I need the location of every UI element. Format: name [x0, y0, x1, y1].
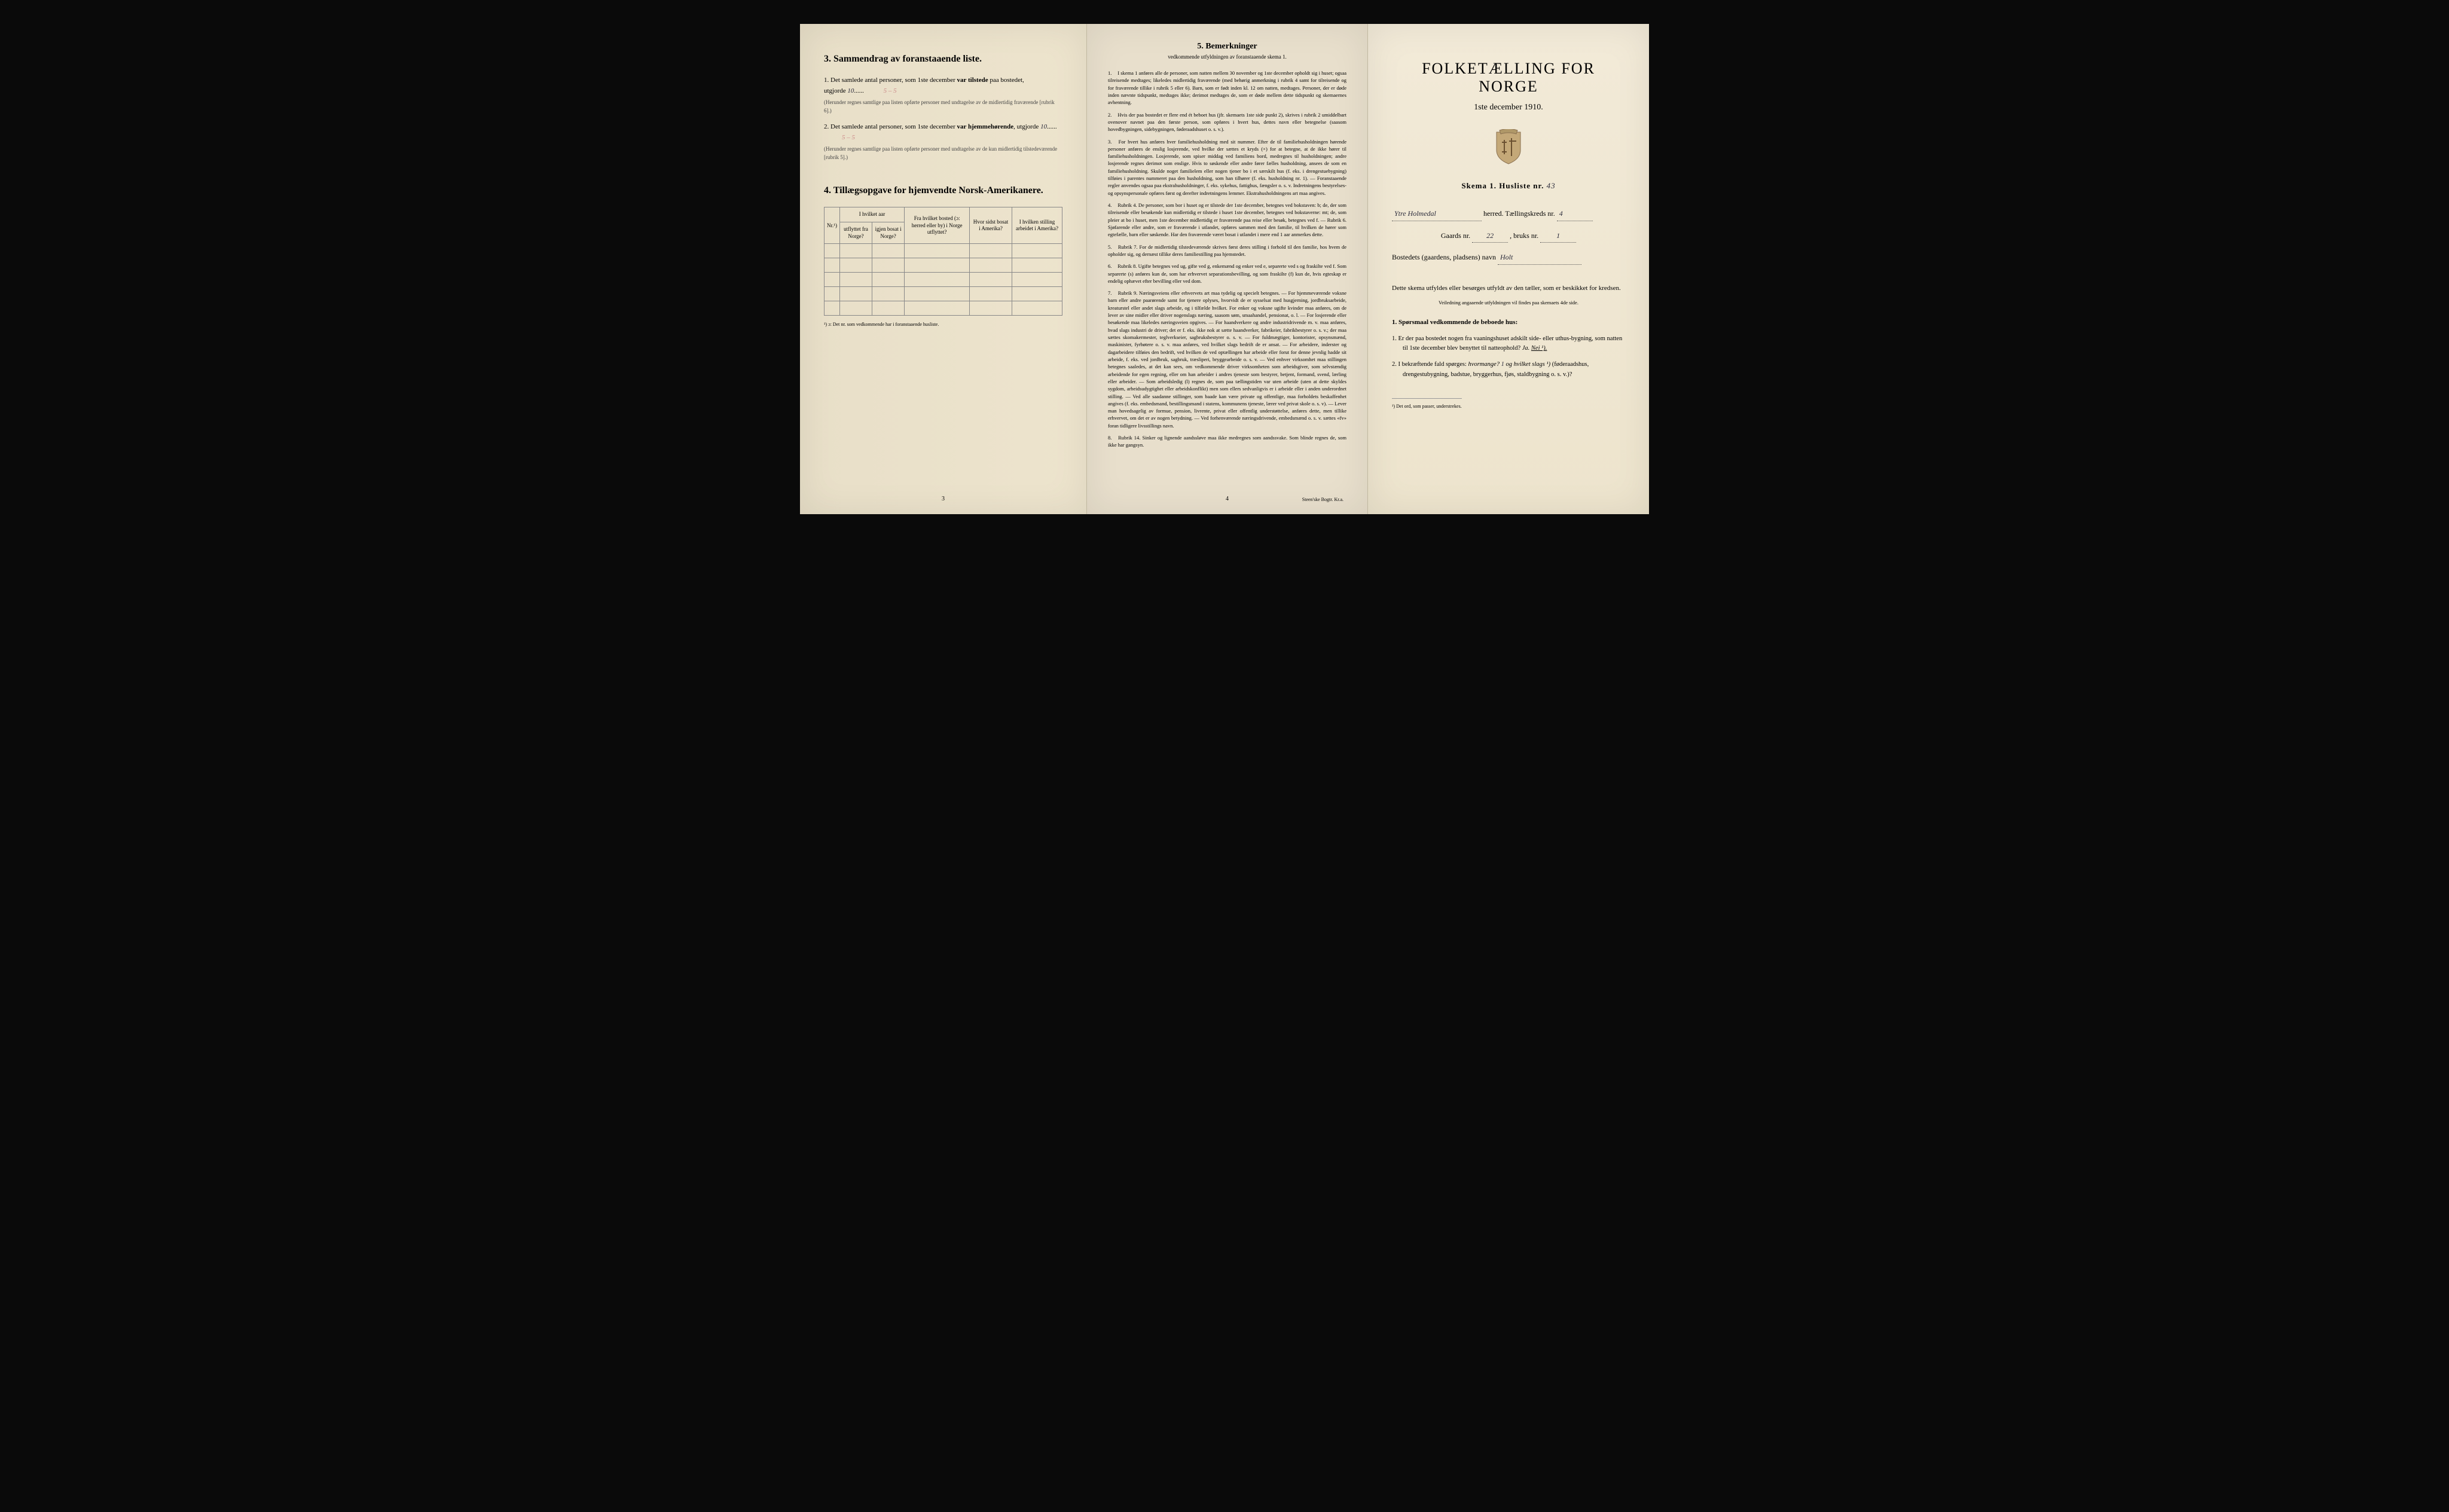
question-1: 1. Er der paa bostedet nogen fra vaaning… — [1392, 334, 1625, 355]
table-row — [825, 273, 1062, 287]
page-title: FOLKETÆLLING FOR NORGE 1ste december 191… — [1368, 24, 1649, 514]
section-5-heading: 5. Bemerkninger — [1108, 42, 1346, 51]
herred-line: Ytre Holmedal herred. Tællingskreds nr. … — [1392, 207, 1625, 221]
table-4: Nr.¹) I hvilket aar Fra hvilket bosted (… — [824, 207, 1062, 316]
herred-value: Ytre Holmedal — [1392, 207, 1482, 221]
col-utflyttet: utflyttet fra Norge? — [839, 222, 872, 244]
skema-line: Skema 1. Husliste nr. 43 — [1392, 181, 1625, 191]
remark-item: 5. Rubrik 7. For de midlertidig tilstede… — [1108, 243, 1346, 258]
section-4: 4. Tillægsopgave for hjemvendte Norsk-Am… — [824, 185, 1062, 327]
remark-item: 2. Hvis der paa bostedet er flere end ét… — [1108, 111, 1346, 133]
instruction-sub: Veiledning angaaende utfyldningen vil fi… — [1392, 298, 1625, 307]
husliste-nr: 43 — [1547, 181, 1556, 190]
remark-item: 1. I skema 1 anføres alle de personer, s… — [1108, 69, 1346, 106]
gaards-label: Gaards nr. — [1441, 231, 1470, 240]
item-2-note: (Herunder regnes samtlige paa listen opf… — [824, 145, 1062, 161]
remarks-list: 1. I skema 1 anføres alle de personer, s… — [1108, 69, 1346, 449]
coat-of-arms-icon — [1392, 129, 1625, 168]
col-bosted: Fra hvilket bosted (ɔ: herred eller by) … — [905, 207, 970, 244]
page-4: 5. Bemerkninger vedkommende utfyldningen… — [1087, 24, 1368, 514]
gaards-line: Gaards nr. 22 , bruks nr. 1 — [1392, 230, 1625, 243]
skema-label: Skema 1. Husliste nr. — [1461, 181, 1544, 190]
item-1-extra: 5 – 5 — [884, 87, 897, 94]
q2-prefix: 2. I bekræftende fald spørges: — [1392, 361, 1467, 368]
item-1-value: 10 — [847, 87, 854, 94]
bosted-line: Bostedets (gaardens, pladsens) navn Holt — [1392, 251, 1625, 265]
section-5-subheading: vedkommende utfyldningen av foranstaaend… — [1108, 54, 1346, 60]
table-row — [825, 258, 1062, 273]
page-3: 3. Sammendrag av foranstaaende liste. 1.… — [800, 24, 1087, 514]
table-row — [825, 287, 1062, 301]
section-4-footnote: ¹) ɔ: Det nr. som vedkommende har i fora… — [824, 322, 1062, 327]
col-amerika: Hvor sidst bosat i Amerika? — [970, 207, 1012, 244]
herred-label: herred. Tællingskreds nr. — [1483, 209, 1555, 218]
bruks-label: , bruks nr. — [1510, 231, 1538, 240]
kreds-value: 4 — [1557, 207, 1593, 221]
remark-item: 4. Rubrik 4. De personer, som bor i huse… — [1108, 201, 1346, 239]
item-2-value: 10 — [1040, 123, 1047, 130]
publisher: Steen'ske Bogtr. Kr.a. — [1302, 497, 1343, 502]
item-1-note: (Herunder regnes samtlige paa listen opf… — [824, 99, 1062, 115]
q1-nei: Nei ¹). — [1531, 345, 1547, 352]
table-row — [825, 244, 1062, 258]
instruction-body: Dette skema utfyldes eller besørges utfy… — [1392, 283, 1625, 412]
section-3: 3. Sammendrag av foranstaaende liste. 1.… — [824, 54, 1062, 161]
item-2: 2. Det samlede antal personer, som 1ste … — [824, 122, 1062, 161]
q2-hvor-value: 1 — [1501, 361, 1504, 368]
bosted-label: Bostedets (gaardens, pladsens) navn — [1392, 253, 1496, 261]
item-1-suffix: paa bostedet, — [990, 77, 1024, 84]
item-1-bold: var tilstede — [957, 77, 988, 84]
q2-slags: og hvilket slags ¹) — [1506, 361, 1551, 368]
remark-item: 7. Rubrik 9. Næringsveiens eller erhverv… — [1108, 289, 1346, 429]
col-stilling: I hvilken stilling arbeidet i Amerika? — [1012, 207, 1062, 244]
item-2-extra: 5 – 5 — [842, 134, 855, 141]
col-nr: Nr.¹) — [825, 207, 840, 244]
right-footnote: ¹) Det ord, som passer, understrekes. — [1392, 398, 1462, 411]
instruction-text: Dette skema utfyldes eller besørges utfy… — [1392, 283, 1625, 294]
questions-heading: 1. Spørsmaal vedkommende de beboede hus: — [1392, 317, 1625, 328]
census-title: FOLKETÆLLING FOR NORGE — [1392, 60, 1625, 96]
document-container: 3. Sammendrag av foranstaaende liste. 1.… — [800, 24, 1649, 514]
table-row — [825, 301, 1062, 316]
page-num-3: 3 — [800, 496, 1086, 502]
section-3-heading: 3. Sammendrag av foranstaaende liste. — [824, 54, 1062, 65]
item-2-bold: var hjemmehørende — [957, 123, 1014, 130]
item-2-prefix: 2. Det samlede antal personer, som 1ste … — [824, 123, 955, 130]
bruks-value: 1 — [1540, 230, 1576, 243]
remark-item: 6. Rubrik 8. Ugifte betegnes ved ug, gif… — [1108, 262, 1346, 285]
col-aar: I hvilket aar — [839, 207, 904, 222]
item-1-line2: utgjorde — [824, 87, 846, 94]
col-bosat: igjen bosat i Norge? — [872, 222, 905, 244]
q1-text: 1. Er der paa bostedet nogen fra vaaning… — [1392, 335, 1622, 352]
q1-ja: Ja. — [1522, 345, 1530, 352]
question-2: 2. I bekræftende fald spørges: hvormange… — [1392, 360, 1625, 380]
q2-hvor: hvormange? — [1468, 361, 1500, 368]
remark-item: 8. Rubrik 14. Sinker og lignende aandssl… — [1108, 434, 1346, 449]
item-1: 1. Det samlede antal personer, som 1ste … — [824, 75, 1062, 115]
census-date: 1ste december 1910. — [1392, 103, 1625, 112]
gaards-value: 22 — [1472, 230, 1508, 243]
remark-item: 3. For hvert hus anføres hver familiehus… — [1108, 138, 1346, 197]
item-2-suffix: , utgjorde — [1013, 123, 1039, 130]
item-1-prefix: 1. Det samlede antal personer, som 1ste … — [824, 77, 955, 84]
section-4-heading: 4. Tillægsopgave for hjemvendte Norsk-Am… — [824, 185, 1062, 196]
bosted-value: Holt — [1498, 251, 1581, 265]
